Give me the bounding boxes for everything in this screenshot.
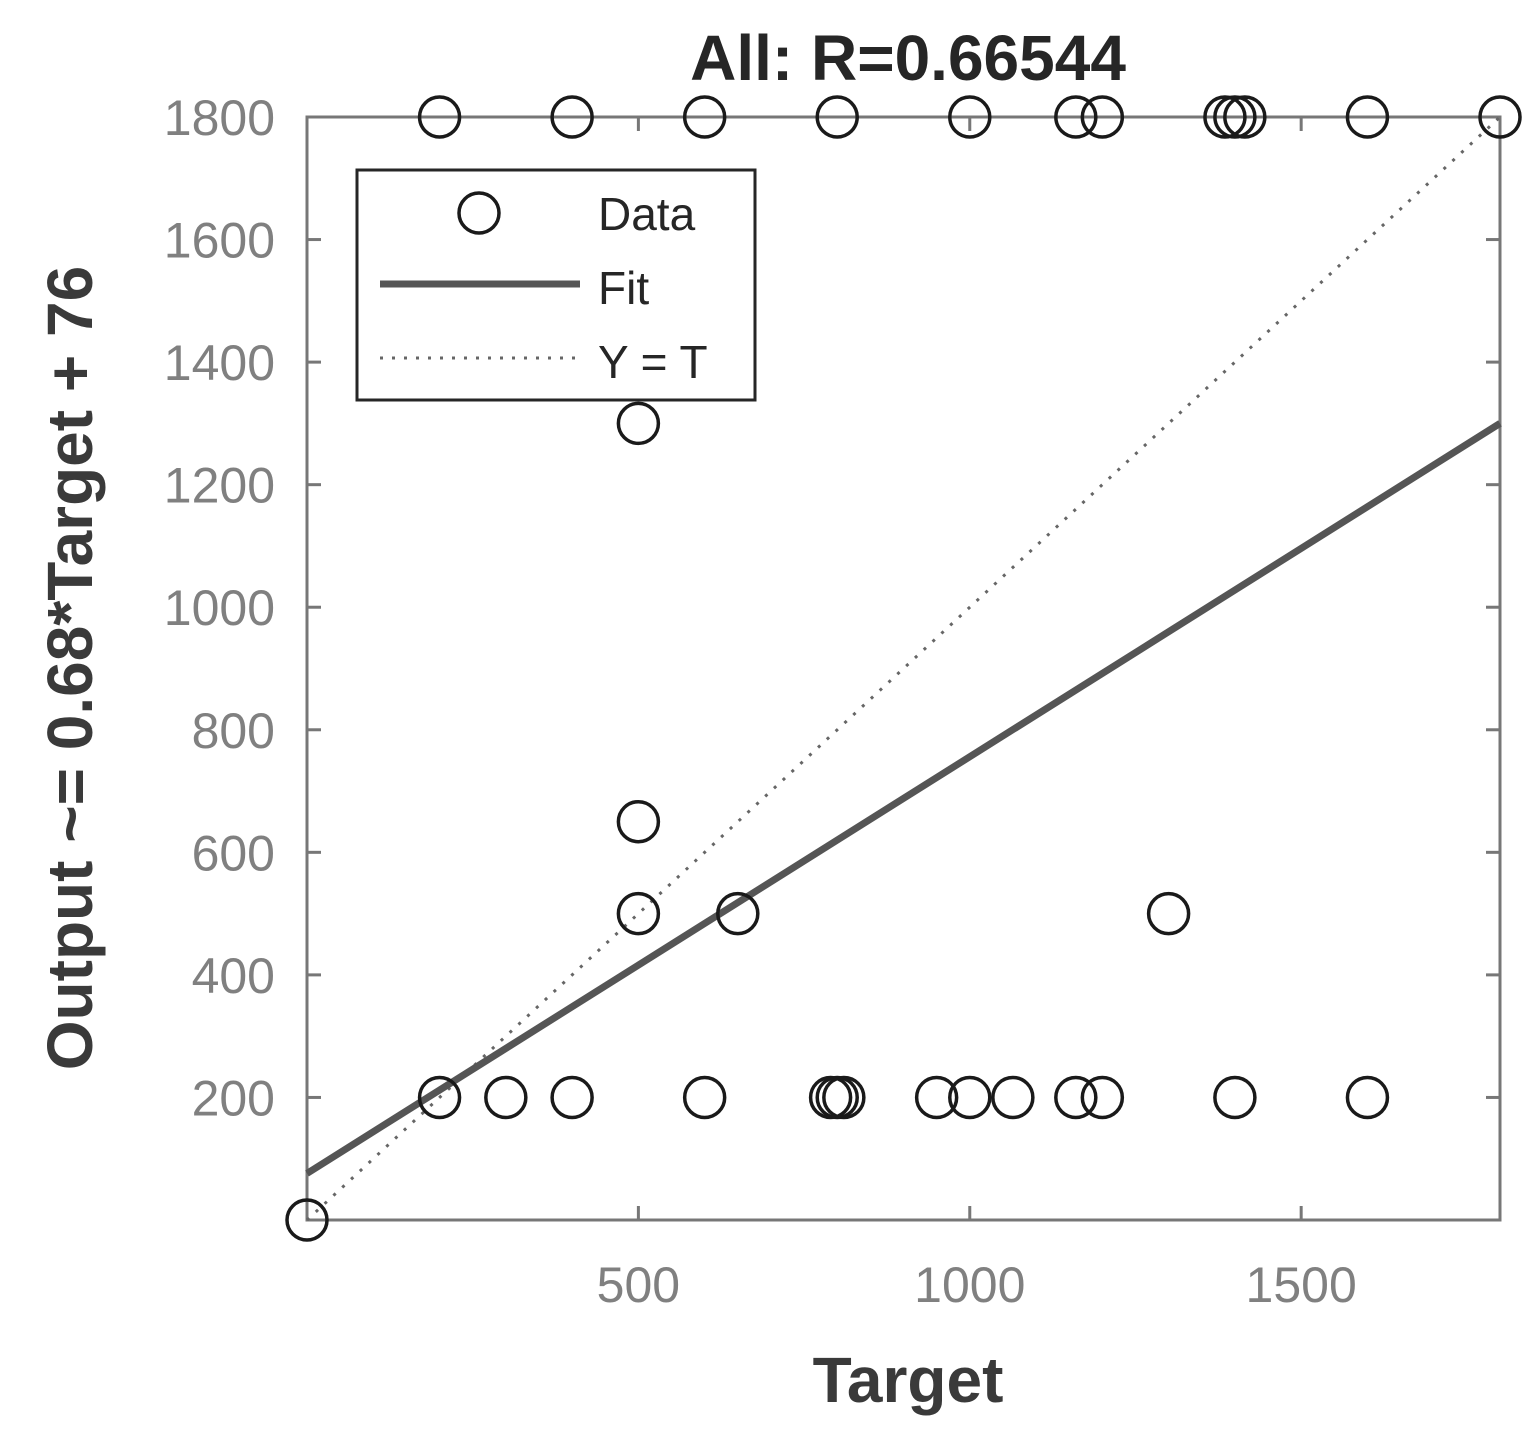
data-point [1054,95,1098,139]
data-point [682,95,727,139]
x-tick-label: 1000 [914,1257,1025,1313]
y-tick-label: 1800 [164,90,275,146]
data-point [1223,95,1267,139]
data-point [484,1075,528,1120]
data-point [616,799,661,844]
data-point [550,95,594,139]
y-tick-label: 1400 [164,335,275,391]
y-tick-label: 1000 [164,580,275,636]
data-point [991,1075,1035,1120]
y-tick-label: 1200 [164,458,275,514]
x-axis-ticks: 500 1000 1500 [597,117,1357,1313]
data-point [1213,95,1257,139]
legend: Data Fit Y = T [355,168,757,402]
x-axis-label: Target [813,1344,1004,1416]
legend-data-label: Data [598,188,696,240]
data-point [1345,95,1390,139]
plot-frame [305,115,1502,1222]
data-point [616,401,661,446]
data-point [1478,95,1522,139]
data-point [1054,1075,1098,1120]
data-point [948,95,992,139]
data-point [1203,95,1247,139]
data-point [1080,95,1125,139]
data-point [948,1075,992,1120]
legend-identity-label: Y = T [598,336,708,388]
data-point [815,95,859,139]
y-tick-label: 200 [192,1070,275,1126]
data-point [616,891,661,936]
data-point [417,95,462,139]
data-point [716,891,760,936]
chart-title: All: R=0.66544 [690,22,1126,94]
data-point [1146,891,1191,936]
data-point [550,1075,594,1120]
data-point [1213,1075,1257,1120]
y-axis-ticks: 200 400 600 800 1000 1200 1400 1600 1800 [164,90,1500,1126]
data-point [822,1075,866,1120]
y-axis-label: Output ~= 0.68*Target + 76 [34,266,106,1070]
data-point [417,1075,462,1120]
y-tick-label: 600 [192,825,275,881]
data-point [1080,1075,1125,1120]
y-tick-label: 800 [192,703,275,759]
fit-line [305,420,1502,1177]
data-point [914,1075,959,1120]
y-tick-label: 1600 [164,213,275,269]
data-points [285,95,1522,1242]
legend-fit-label: Fit [598,262,649,314]
data-point [285,1198,329,1242]
data-point [1345,1075,1390,1120]
data-point [682,1075,727,1120]
x-tick-label: 500 [597,1257,680,1313]
x-tick-label: 1500 [1246,1257,1357,1313]
legend-data-marker [457,191,501,235]
y-tick-label: 400 [192,948,275,1004]
